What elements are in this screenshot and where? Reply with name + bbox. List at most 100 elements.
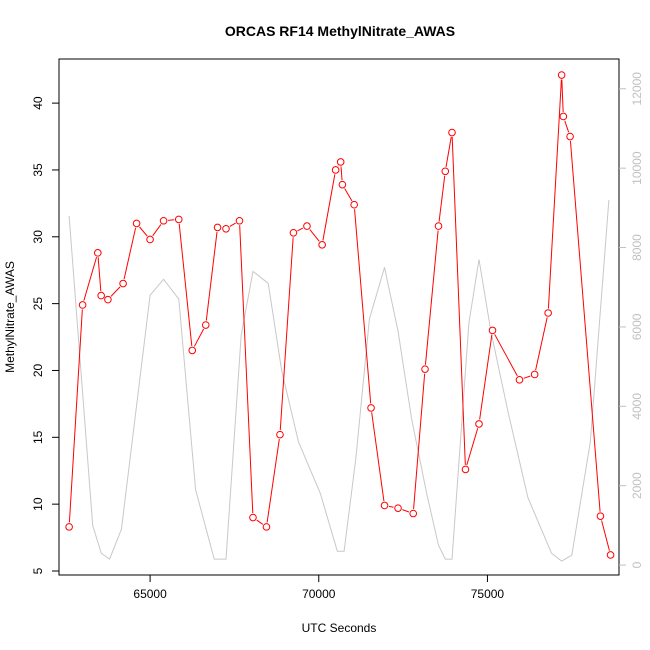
series-segment	[256, 519, 264, 525]
data-point[interactable]	[596, 512, 605, 520]
data-point[interactable]	[78, 301, 87, 309]
y2-tick-label: 6000	[630, 313, 644, 340]
series-segment	[229, 222, 236, 227]
y-tick-label: 5	[31, 567, 45, 574]
series-segment	[266, 439, 280, 523]
series-segment	[83, 257, 98, 301]
series-segment	[97, 257, 102, 292]
y-tick-label: 30	[31, 230, 45, 244]
y2-tick-label: 2000	[630, 472, 644, 499]
series-segment	[569, 140, 601, 512]
data-point[interactable]	[488, 326, 497, 335]
series-segment	[178, 223, 193, 346]
y-tick-label: 15	[31, 430, 45, 444]
series-segment	[205, 231, 218, 321]
data-point[interactable]	[380, 501, 389, 510]
series-segment	[451, 136, 466, 465]
x-axis: 65000 70000 75000	[133, 575, 504, 601]
series-segment	[139, 226, 148, 237]
series-segment	[297, 227, 304, 232]
axes-layer: 65000 70000 75000 5 10 15 20 25 30 35 40 0 2000 4000 6…	[31, 58, 644, 601]
data-point[interactable]	[331, 166, 340, 174]
data-point[interactable]	[421, 365, 429, 373]
data-point[interactable]	[515, 376, 524, 384]
data-point[interactable]	[303, 222, 311, 230]
data-point[interactable]	[448, 128, 456, 137]
data-point[interactable]	[336, 158, 345, 166]
series-segment	[344, 188, 353, 202]
data-point[interactable]	[201, 321, 210, 329]
data-point[interactable]	[461, 465, 470, 474]
data-point[interactable]	[213, 223, 222, 232]
series-line	[68, 199, 610, 562]
y-axis: 5 10 15 20 25 30 35 40	[31, 96, 59, 574]
data-point[interactable]	[132, 219, 141, 228]
data-point[interactable]	[146, 235, 154, 244]
data-point[interactable]	[276, 430, 284, 439]
data-point[interactable]	[222, 224, 230, 233]
data-point[interactable]	[249, 513, 257, 522]
data-point[interactable]	[394, 504, 402, 512]
data-point[interactable]	[119, 279, 127, 288]
series-segment	[601, 520, 610, 551]
y-axis-label: MethylNitrate_AWAS	[3, 261, 17, 373]
y2-tick-label: 8000	[630, 234, 644, 261]
series-segment	[68, 309, 83, 523]
data-point[interactable]	[441, 167, 450, 176]
chart-title: ORCAS RF14 MethylNitrate_AWAS	[225, 23, 455, 39]
y-tick-label: 10	[31, 497, 45, 511]
data-point[interactable]	[530, 370, 539, 379]
data-point[interactable]	[65, 523, 73, 531]
series-methylnitrate-awas	[65, 71, 615, 559]
series-segment	[523, 375, 531, 379]
data-point[interactable]	[262, 523, 271, 531]
data-point[interactable]	[557, 71, 566, 79]
series-segment	[438, 175, 446, 222]
series-segment	[340, 166, 343, 181]
series-segment	[168, 219, 175, 221]
series-segment	[413, 373, 426, 510]
y2-tick-label: 4000	[630, 393, 644, 420]
data-point[interactable]	[318, 241, 326, 249]
data-point[interactable]	[174, 215, 183, 224]
series-segment	[152, 224, 162, 237]
data-point[interactable]	[559, 112, 568, 121]
series-segment	[309, 229, 320, 242]
series-segment	[561, 79, 564, 113]
y-tick-label: 40	[31, 96, 45, 110]
series-segment	[193, 328, 205, 347]
series-layer	[65, 71, 615, 562]
data-point[interactable]	[367, 404, 375, 412]
data-point[interactable]	[409, 509, 418, 518]
plot-frame	[58, 58, 620, 576]
data-point[interactable]	[350, 200, 358, 209]
data-point[interactable]	[544, 309, 552, 317]
series-segment	[445, 136, 452, 167]
data-point[interactable]	[159, 216, 168, 225]
series-segment	[371, 412, 385, 502]
x-axis-label: UTC Seconds	[302, 621, 377, 635]
data-point[interactable]	[289, 228, 298, 237]
data-point[interactable]	[235, 216, 244, 225]
x-tick-label: 75000	[471, 587, 505, 601]
data-point[interactable]	[97, 291, 105, 300]
y2-tick-label: 0	[630, 561, 644, 568]
series-segment	[279, 237, 294, 431]
data-point[interactable]	[338, 180, 347, 189]
data-point[interactable]	[434, 222, 443, 230]
data-point[interactable]	[93, 249, 102, 257]
data-point[interactable]	[188, 346, 197, 355]
data-point[interactable]	[566, 132, 574, 141]
y2-tick-label: 12000	[630, 72, 644, 106]
series-segment	[388, 505, 394, 508]
series-segment	[322, 174, 336, 241]
data-point[interactable]	[475, 420, 483, 428]
series-altitude	[68, 199, 610, 562]
series-segment	[424, 230, 439, 365]
data-point[interactable]	[606, 551, 615, 559]
y2-axis: 0 2000 4000 6000 8000 10000 12000	[619, 72, 644, 568]
series-segment	[564, 120, 570, 133]
data-point[interactable]	[104, 295, 112, 304]
